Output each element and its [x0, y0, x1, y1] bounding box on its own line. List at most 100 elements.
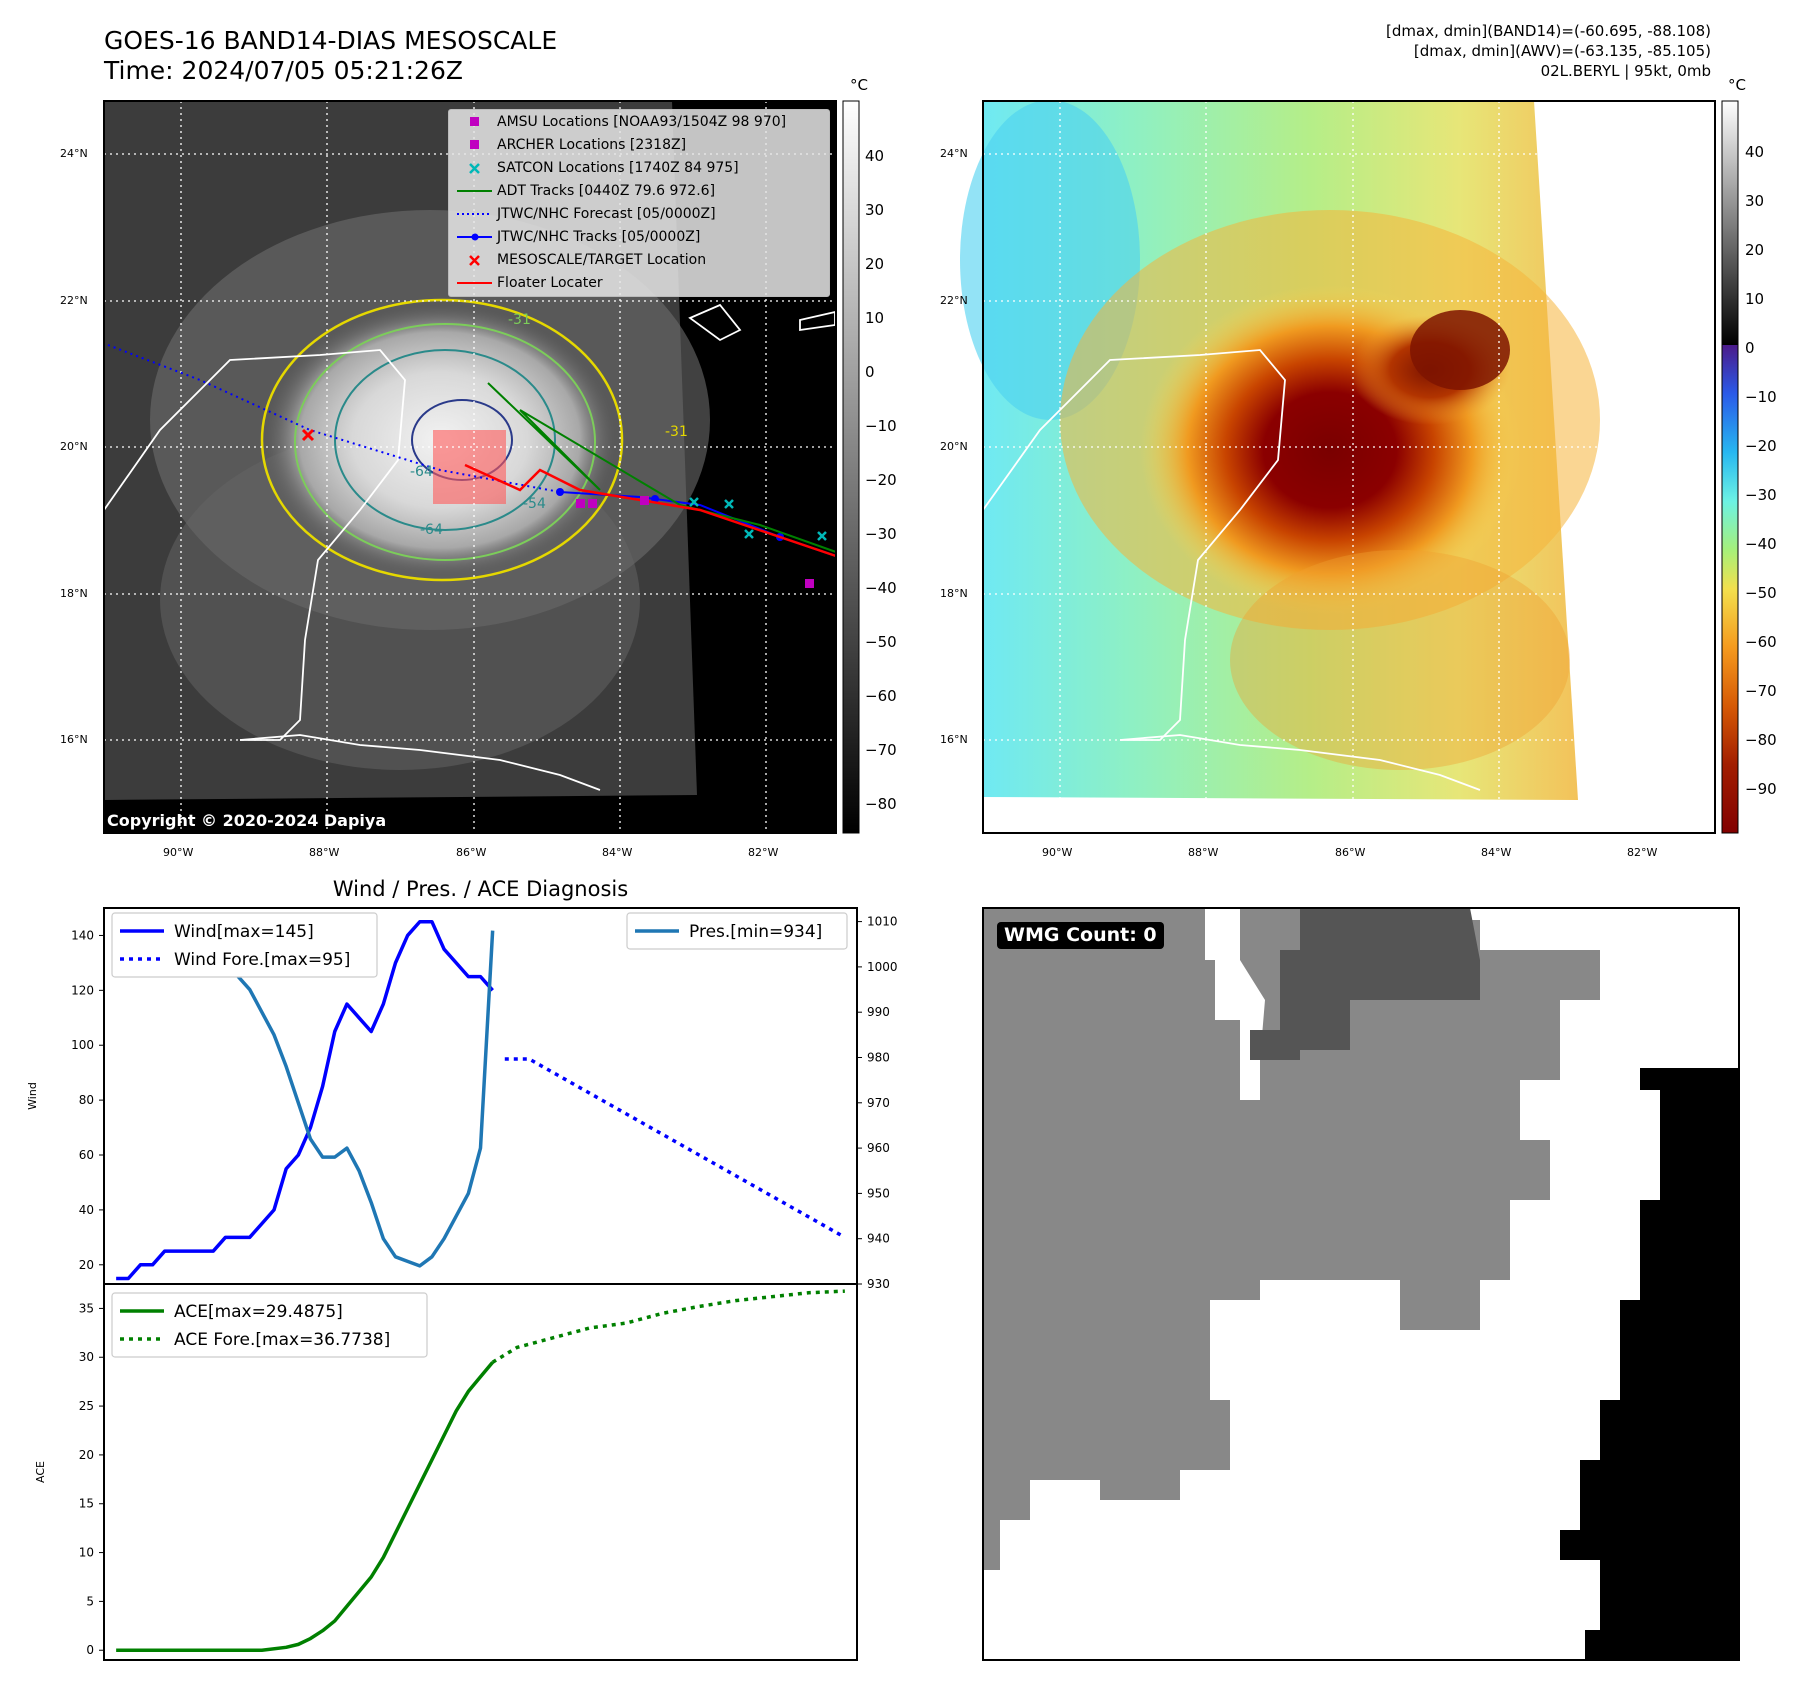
ace-tick-label: 15 — [79, 1497, 94, 1511]
legend-label: JTWC/NHC Tracks [05/0000Z] — [497, 229, 701, 245]
storm-info: 02L.BERYL | 95kt, 0mb — [1540, 62, 1711, 80]
contour-yellow — [260, 298, 624, 582]
pressure-tick-label: 1000 — [867, 960, 898, 974]
cbg-tick: 0 — [865, 363, 875, 381]
cbc-tick: −70 — [1745, 682, 1777, 700]
ir-frame — [103, 100, 837, 834]
contour-label: -64 — [420, 522, 443, 538]
wind-tick-label: 120 — [71, 983, 94, 997]
diagnosis-chart: Wind / Pres. / ACE Diagnosis204060801001… — [26, 877, 898, 1661]
series-line — [116, 1361, 494, 1652]
ace-tick-label: 10 — [79, 1546, 94, 1560]
cbc-tick: −30 — [1745, 486, 1777, 504]
legend-label: ADT Tracks [0440Z 79.6 972.6] — [497, 183, 716, 199]
legend-swatch — [457, 213, 492, 215]
legend-item: JTWC/NHC Forecast [05/0000Z] — [455, 203, 830, 225]
lon-label: 88°W — [1188, 846, 1219, 859]
contour-label: -54 — [523, 496, 546, 512]
legend-label: ARCHER Locations [2318Z] — [497, 137, 687, 153]
contour-teal — [334, 349, 556, 531]
lon-label: 86°W — [456, 846, 487, 859]
amsu-points — [576, 496, 814, 588]
satcon-points — [689, 497, 827, 541]
legend-item: ADT Tracks [0440Z 79.6 972.6] — [455, 180, 830, 202]
colorbar-color-upper — [1722, 101, 1738, 345]
cbc-tick: 10 — [1745, 290, 1765, 308]
legend-label: Pres.[min=934] — [689, 922, 822, 942]
figure-time: Time: 2024/07/05 05:21:26Z — [104, 56, 463, 85]
wind-tick-label: 80 — [79, 1093, 94, 1107]
pressure-tick-label: 1010 — [867, 915, 898, 929]
legend-label: Wind Fore.[max=95] — [174, 950, 350, 970]
wmg-panel — [982, 907, 1740, 1661]
wind-tick-label: 140 — [71, 928, 94, 942]
cbg-tick: −40 — [865, 579, 897, 597]
legend-label: ACE[max=29.4875] — [174, 1302, 343, 1322]
lat-label: 18°N — [60, 587, 88, 600]
cbg-tick: 20 — [865, 255, 885, 273]
lon-label: 90°W — [163, 846, 194, 859]
lat-label: 20°N — [940, 440, 968, 453]
colorbar-gray — [842, 100, 860, 834]
lat-label: 16°N — [60, 733, 88, 746]
stats-band14: [dmax, dmin](BAND14)=(-60.695, -88.108) — [1386, 22, 1711, 40]
ace-legend — [111, 1292, 428, 1358]
cbg-tick: −80 — [865, 795, 897, 813]
colorbar-color-unit: °C — [1728, 76, 1746, 94]
coastline-yucatan — [103, 349, 406, 741]
wind-tick-label: 60 — [79, 1148, 94, 1162]
legend-label: ACE Fore.[max=36.7738] — [174, 1330, 390, 1350]
legend-label: MESOSCALE/TARGET Location — [497, 252, 707, 268]
map-legend — [448, 109, 830, 297]
legend-swatch — [469, 255, 480, 266]
ace-axis-label: ACE — [34, 1461, 47, 1483]
series-line — [491, 1289, 845, 1364]
cbc-tick: 40 — [1745, 143, 1765, 161]
colorbar-gray-unit: °C — [850, 76, 868, 94]
cbc-tick: 0 — [1745, 339, 1755, 357]
cbc-tick: 20 — [1745, 241, 1765, 259]
wmg-count-label: WMG Count: 0 — [997, 922, 1164, 949]
cbc-tick: −20 — [1745, 437, 1777, 455]
legend-item: Floater Locater — [455, 272, 830, 294]
cbc-tick: 30 — [1745, 192, 1765, 210]
floater-locater — [464, 463, 837, 558]
legend-item: JTWC/NHC Tracks [05/0000Z] — [455, 226, 830, 248]
lon-label: 86°W — [1335, 846, 1366, 859]
ace-tick-label: 25 — [79, 1399, 94, 1413]
chart-title: Wind / Pres. / ACE Diagnosis — [333, 877, 628, 901]
lat-label: 22°N — [60, 294, 88, 307]
cbg-tick: −30 — [865, 525, 897, 543]
wind-tick-label: 20 — [79, 1258, 94, 1272]
color-frame — [982, 100, 1716, 834]
lon-label: 88°W — [309, 846, 340, 859]
cbc-tick: −40 — [1745, 535, 1777, 553]
contour-label: -31 — [508, 312, 531, 328]
contour-green — [294, 323, 596, 561]
adt-track — [487, 382, 837, 553]
cbc-tick: −80 — [1745, 731, 1777, 749]
series-line — [116, 928, 495, 1268]
ace-tick-label: 0 — [86, 1643, 94, 1657]
wind-axis-label: Wind — [26, 1082, 39, 1110]
legend-swatch — [470, 140, 479, 149]
legend-item: MESOSCALE/TARGET Location — [455, 249, 830, 271]
wind-legend — [111, 912, 378, 978]
pressure-tick-label: 960 — [867, 1141, 890, 1155]
color-map — [960, 100, 1716, 834]
coastline-central-america — [239, 734, 601, 791]
series-line — [504, 1057, 846, 1239]
pressure-tick-label: 950 — [867, 1186, 890, 1200]
cbc-tick: −90 — [1745, 780, 1777, 798]
ace-tick-label: 5 — [86, 1594, 94, 1608]
lon-label: 82°W — [748, 846, 779, 859]
legend-label: Wind[max=145] — [174, 922, 314, 942]
color-gridlines — [983, 101, 1715, 833]
lat-label: 24°N — [60, 147, 88, 160]
pressure-legend — [626, 912, 848, 950]
lat-label: 18°N — [940, 587, 968, 600]
legend-swatch — [469, 163, 480, 174]
cbg-tick: −20 — [865, 471, 897, 489]
legend-label: SATCON Locations [1740Z 84 975] — [497, 160, 739, 176]
lat-label: 16°N — [940, 733, 968, 746]
